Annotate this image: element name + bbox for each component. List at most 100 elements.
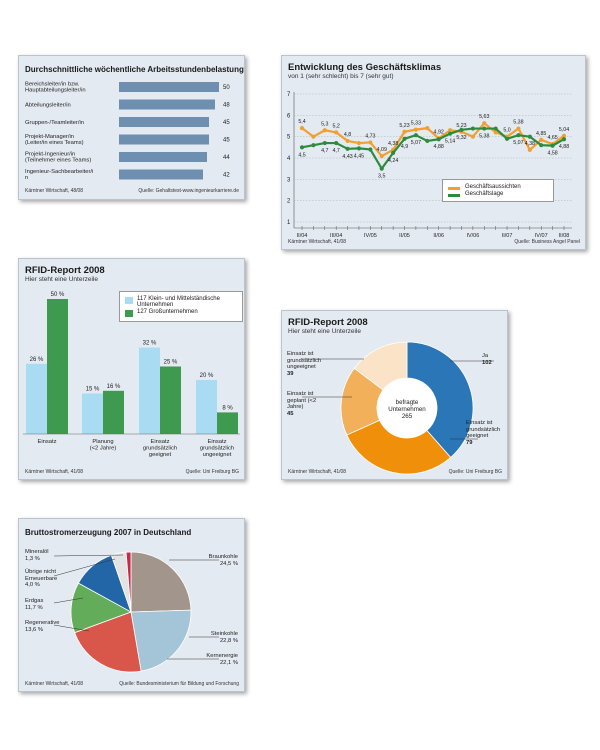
data-label: 4,09 [377,147,387,153]
x-tick-label: II/05 [399,233,410,239]
data-point [470,134,475,139]
data-point [345,138,350,144]
label-ja: Ja 102 [482,353,492,366]
source-left: Kärntner Wirtschaft, 41/08 [25,469,84,475]
data-point [516,133,521,138]
leader-line [53,554,124,557]
data-label: 5,23 [399,123,409,129]
value-label: 8 % [222,405,233,411]
x-tick-label: II/06 [433,233,444,239]
center-line1: befragte [395,399,419,406]
data-point [504,136,510,141]
data-label: 5,0 [503,128,510,134]
panel-geschaeftsklima: Entwicklung des Geschäftsklimas von 1 (s… [281,55,586,250]
label-ungeeignet: Einsatz ist grundsätzlich ungeeignet 39 [287,351,322,377]
data-label: 4,38 [525,141,535,147]
data-point [379,153,384,159]
panel-rfid-donut: RFID-Report 2008 Hier steht eine Unterze… [281,310,508,480]
data-point [334,140,339,146]
data-point [299,126,305,131]
data-point [322,128,327,133]
pie-chart [53,551,219,673]
value-label: 20 % [200,373,214,379]
center-value: 265 [401,413,413,420]
label-kernenergie: Kernenergie 22,1 % [206,653,238,666]
grouped-bar-chart: 26 % 50 % Einsatz 15 % 16 % Planung(<2 Jahre)… [23,292,240,458]
bar [119,99,215,110]
x-tick-label: III/04 [330,233,342,239]
data-point [413,133,419,138]
legend-swatch-aussichten [448,187,460,190]
value-label: 48 [223,103,230,109]
data-point [470,126,475,131]
panel-bruttostrom: Bruttostromerzeugung 2007 in Deutschland… [18,518,245,692]
source-right: Quelle: Uni Freiburg BG [448,469,502,475]
data-point [311,134,316,139]
data-label: 5,3 [321,121,328,127]
legend-label-kmu: 117 Klein- und Mittelständische Unterneh… [137,296,220,308]
label-uebrige: Übrige nicht Erneuerbare 4,0 % [25,569,58,589]
data-label: 4,7 [332,148,339,154]
value-label: 32 % [143,341,157,347]
value-label: 42 [223,173,230,179]
bar [119,134,209,145]
chart-title: Durchschnittliche wöchentliche Arbeitsst… [25,65,244,74]
line-chart: 1 2 3 4 5 6 7 II/04 III/04 IV/05 II/05 II/06 IV/06 II… [287,92,572,239]
donut-hole [377,378,437,438]
data-label: 5,32 [456,135,466,141]
panel-arbeitsstunden: Durchschnittliche wöchentliche Arbeitsst… [18,55,245,200]
data-point [436,137,441,142]
data-point [413,127,419,132]
leader-line [53,558,116,577]
y-tick-label: 5 [287,135,291,141]
data-label: 4,9 [401,144,408,150]
bar [139,347,160,434]
data-point [447,128,453,133]
data-point [447,131,453,136]
data-label: 5,4 [298,119,305,125]
pie-slice [130,609,192,672]
data-point [561,133,567,138]
bar [160,366,181,434]
legend-label-gross: 127 Großunternehmen [137,309,198,315]
bar [196,380,217,434]
data-point [425,126,430,131]
legend-label-aussichten: Geschäftsaussichten [465,184,521,190]
bar [217,412,238,434]
data-label: 4,8 [344,132,351,138]
data-point [493,130,498,135]
data-point [516,126,521,131]
category-label: grundsätzlich [200,446,234,452]
label-mineraloel: Mineralöl 1,3 % [25,549,49,562]
data-point [345,146,350,151]
bar [119,169,203,180]
data-label: 4,88 [434,144,444,150]
x-tick-label: II/07 [502,233,513,239]
donut-center-label: befragte Unternehmen 265 [380,399,434,420]
data-point [402,136,407,141]
chart-title: Entwicklung des Geschäftsklimas [288,62,442,73]
bar [119,117,209,127]
data-label: 5,04 [559,127,569,133]
data-point [527,147,532,152]
data-point [311,143,316,148]
source-right: Quelle: Gehaltstest-www.ingenieurkarrier… [138,188,239,194]
data-label: 4,85 [536,131,546,137]
value-label: 50 [223,85,230,91]
leader-line [53,597,84,604]
category-label: ungeeignet [203,452,232,458]
x-tick-label: IV/05 [364,233,377,239]
pie-slice [130,551,192,613]
category-label: grundsätzlich [143,446,177,452]
category-label: (Leiter/in eines Teams) [25,140,84,146]
legend-swatch-kmu [125,297,133,304]
value-label: 26 % [30,357,44,363]
donut-chart [302,341,494,475]
label-braunkohle: Braunkohle 24,5 % [208,554,238,567]
category-label: Planung [92,439,113,445]
data-label: 5,38 [513,120,523,126]
data-point [539,143,544,148]
x-tick-label: IV/07 [535,233,548,239]
y-tick-label: 2 [287,199,291,205]
data-point [356,140,362,146]
